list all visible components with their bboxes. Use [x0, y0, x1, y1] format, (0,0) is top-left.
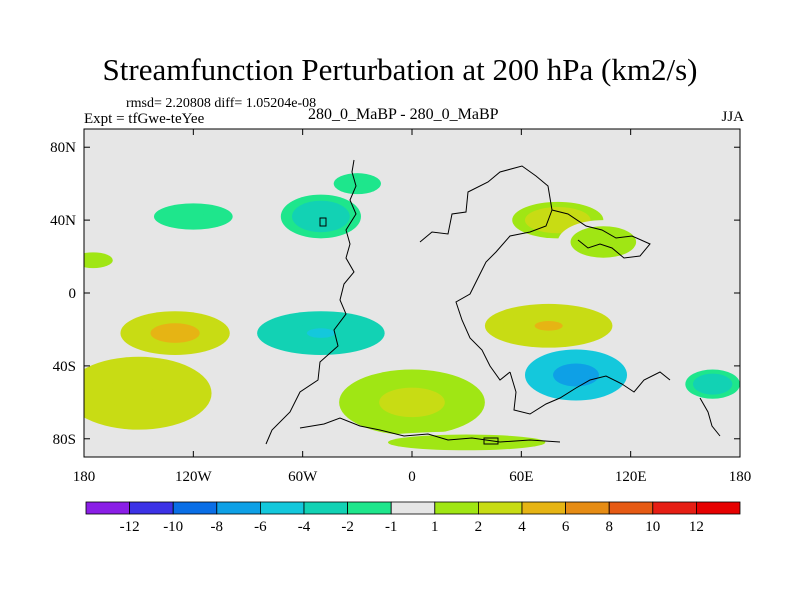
x-tick-label-3: 0 [408, 469, 416, 485]
contour-region-0-level-3 [181, 212, 206, 221]
season-label: JJA [721, 109, 744, 125]
island-small-2 [483, 437, 499, 445]
coastline-australia [509, 371, 671, 415]
colorbar-swatch-14 [696, 501, 741, 515]
x-tick-label-4: 60E [509, 469, 533, 485]
contour-region-10-level-3 [122, 385, 155, 402]
coastline-americas [265, 159, 357, 445]
contour-region-7-level-3 [306, 328, 335, 338]
x-tick-label-2: 60W [288, 469, 318, 485]
coastline-layer [265, 159, 721, 445]
x-tick-label-1: 120W [175, 469, 213, 485]
colorbar-label-3: -6 [254, 519, 267, 535]
contour-region-13-level-3 [442, 440, 491, 445]
contour-region-6-level-3 [163, 328, 188, 338]
colorbar-label-10: 6 [562, 519, 570, 535]
colorbar-label-0: -12 [120, 519, 140, 535]
coastline-new-zealand [699, 397, 721, 437]
x-tick-label-5: 120E [615, 469, 647, 485]
colorbar-label-13: 12 [689, 519, 704, 535]
contour-region-9-level-3 [564, 369, 588, 381]
y-tick-label-0: 80N [50, 140, 76, 156]
island-small-1 [319, 217, 327, 227]
colorbar-swatch-11 [565, 501, 610, 515]
chart-title: Streamfunction Perturbation at 200 hPa (… [102, 52, 698, 87]
contour-region-12-level-3 [706, 380, 719, 388]
contour-region-11-level-3 [395, 395, 429, 410]
colorbar: -12 -10 -8 -6 -4 -2 -1 1 2 4 6 8 10 12 [85, 501, 741, 535]
colorbar-swatch-10 [521, 501, 566, 515]
coastline-europe-africa [419, 165, 553, 381]
colorbar-label-11: 8 [605, 519, 613, 535]
y-tick-label-1: 40N [50, 213, 76, 229]
colorbar-swatch-8 [434, 501, 479, 515]
colorbar-swatch-5 [303, 501, 348, 515]
colorbar-label-7: 1 [431, 519, 439, 535]
y-tick-label-4: 80S [53, 432, 76, 448]
colorbar-swatch-12 [608, 501, 654, 515]
contour-region-8-level-3 [534, 320, 563, 331]
colorbar-swatch-4 [259, 501, 305, 515]
coastline-antarctica [299, 417, 561, 443]
contour-region-1-level-3 [312, 211, 330, 222]
colorbar-swatch-0 [85, 501, 130, 515]
colorbar-label-5: -2 [341, 519, 354, 535]
colorbar-label-6: -1 [385, 519, 398, 535]
experiment-name: 280_0_MaBP - 280_0_MaBP [308, 106, 499, 123]
colorbar-swatch-2 [172, 501, 218, 515]
colorbar-swatch-9 [477, 501, 523, 515]
colorbar-swatch-13 [652, 501, 697, 515]
colorbar-label-12: 10 [645, 519, 660, 535]
x-tick-label-6: 180 [729, 469, 752, 485]
colorbar-swatch-7 [390, 501, 436, 515]
y-tick-label-3: 40S [53, 359, 76, 375]
colorbar-swatch-6 [347, 501, 392, 515]
experiment-label: Expt = tfGwe-teYee [84, 111, 205, 127]
map-axes: 180 120W 60W 0 60E 120E 180 80N 40N 0 40S 80S [50, 129, 751, 485]
x-tick-label-0: 180 [73, 469, 96, 485]
colorbar-label-2: -8 [211, 519, 224, 535]
contour-region-2-level-3 [350, 180, 365, 187]
contour-region-3-level-3 [547, 216, 568, 225]
colorbar-label-1: -10 [163, 519, 183, 535]
colorbar-label-8: 2 [475, 519, 483, 535]
contour-fill-layer [84, 169, 740, 454]
colorbar-label-4: -4 [298, 519, 311, 535]
y-tick-label-2: 0 [69, 286, 77, 302]
contour-region-5-level-3 [87, 257, 100, 263]
coastline-asia [551, 209, 651, 259]
colorbar-swatch-1 [129, 501, 174, 515]
colorbar-label-9: 4 [518, 519, 526, 535]
stats-label: rmsd= 2.20808 diff= 1.05204e-08 [126, 96, 317, 111]
colorbar-swatch-3 [216, 501, 261, 515]
